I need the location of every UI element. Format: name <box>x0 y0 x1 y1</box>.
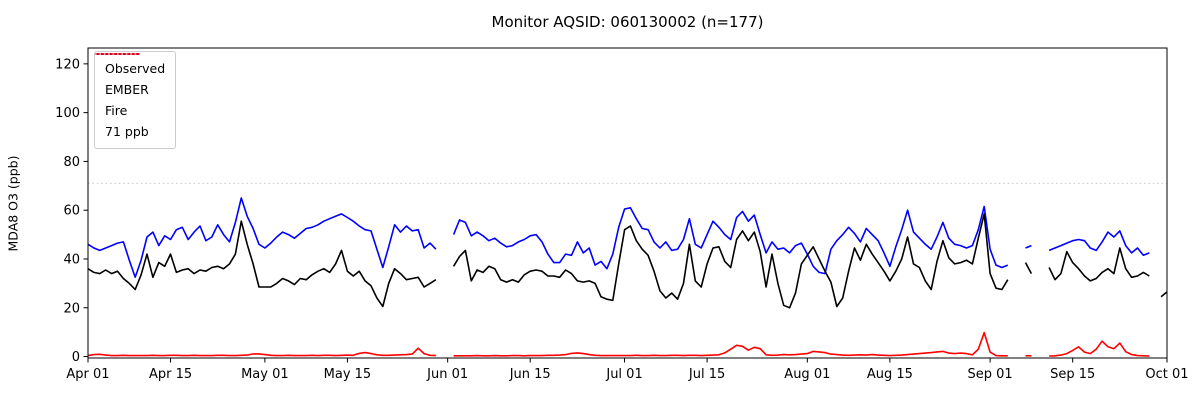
x-tick-label: Jun 15 <box>509 367 551 382</box>
legend-label: EMBER <box>105 82 149 97</box>
legend-label: Fire <box>105 103 128 118</box>
y-tick-label: 80 <box>63 155 80 170</box>
x-tick-label: Apr 01 <box>66 367 109 382</box>
y-tick-label: 40 <box>63 252 80 267</box>
x-tick-label: Aug 01 <box>784 367 830 382</box>
x-tick-label: Sep 01 <box>968 367 1013 382</box>
legend-label: 71 ppb <box>105 124 149 139</box>
ember-line <box>452 205 1009 275</box>
y-axis-label: MDA8 O3 (ppb) <box>5 155 21 252</box>
x-tick-label: Jul 15 <box>688 367 725 382</box>
x-tick-label: Jul 01 <box>605 367 642 382</box>
x-tick-label: May 15 <box>324 367 372 382</box>
observed-line <box>87 220 437 308</box>
y-tick-label: 100 <box>55 106 80 121</box>
legend-item-threshold: 71 ppb <box>95 53 165 142</box>
chart-title: Monitor AQSID: 060130002 (n=177) <box>491 13 764 31</box>
x-tick-label: Sep 15 <box>1050 367 1095 382</box>
y-tick-label: 120 <box>55 57 80 72</box>
plot-frame <box>87 47 1168 359</box>
observed-line <box>1048 247 1150 282</box>
ember-line <box>1025 244 1032 249</box>
y-tick-label: 20 <box>63 301 80 316</box>
ember-line <box>1048 230 1150 257</box>
fire-line <box>1049 340 1150 357</box>
observed-line <box>1160 291 1168 298</box>
observed-line <box>452 213 1009 309</box>
ember-line <box>87 197 437 279</box>
legend-item-observed: Observed <box>95 53 166 79</box>
observed-line <box>1024 262 1033 274</box>
legend: Observed EMBER Fire 71 ppb <box>94 51 177 149</box>
legend-item-fire: Fire <box>95 53 165 121</box>
y-tick-label: 60 <box>63 204 80 219</box>
y-tick-label: 0 <box>72 350 80 365</box>
legend-label: Observed <box>105 61 166 76</box>
x-tick-label: Oct 01 <box>1145 367 1188 382</box>
fire-line <box>87 347 436 357</box>
x-tick-label: May 01 <box>241 367 289 382</box>
legend-item-ember: EMBER <box>95 53 165 100</box>
x-tick-label: Aug 15 <box>867 367 913 382</box>
x-tick-label: Apr 15 <box>149 367 192 382</box>
threshold-line-sample <box>95 53 140 55</box>
x-tick-label: Jun 01 <box>426 367 468 382</box>
fire-line <box>453 331 1008 357</box>
